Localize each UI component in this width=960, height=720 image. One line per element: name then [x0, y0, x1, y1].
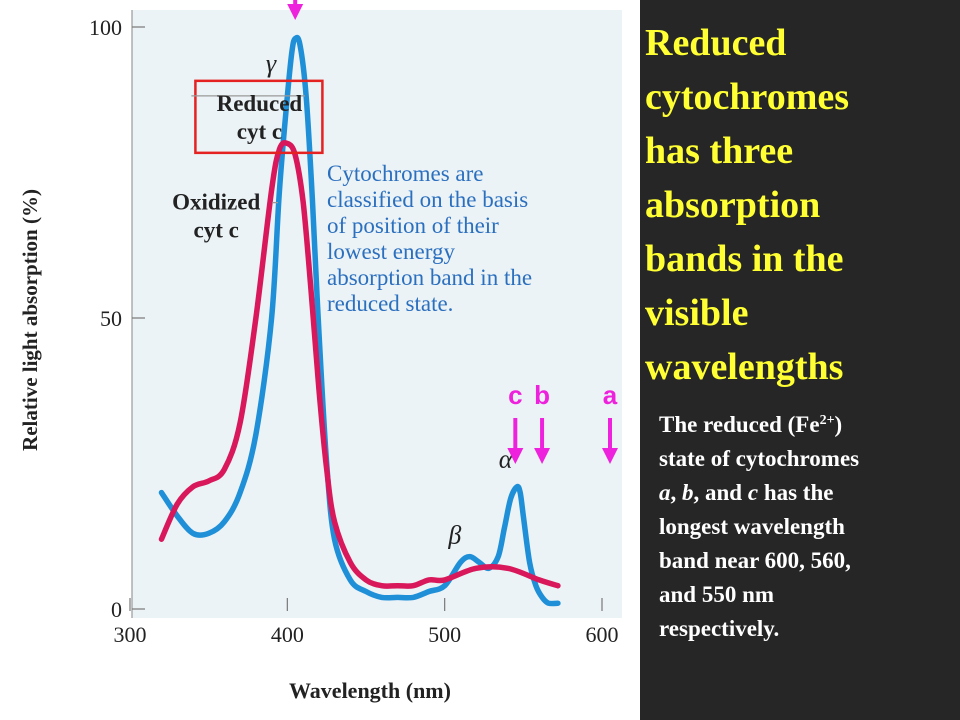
band-c-arrow-head [507, 448, 524, 464]
heading-line: bands in the [645, 238, 844, 280]
heading-line: wavelengths [645, 346, 844, 388]
band-c-label: c [508, 380, 522, 410]
description-fragment: , [670, 480, 682, 505]
y-tick-label: 50 [100, 306, 122, 331]
reduced-label-highlight-box [194, 79, 324, 155]
band-b-label: b [534, 380, 550, 410]
description-fragment: has the [758, 480, 834, 505]
gamma-label: γ [266, 49, 277, 78]
reduced-label-line2: cyt c [237, 119, 282, 144]
charge-superscript: 2+ [819, 413, 835, 428]
gamma-peak-arrow [287, 0, 304, 20]
note-line: lowest energy [327, 239, 455, 264]
band-a-arrow [602, 418, 618, 464]
cyt-c-label: c [747, 480, 759, 505]
classification-note: Cytochromes are classified on the basis … [327, 161, 627, 317]
note-line: Cytochromes are [327, 161, 484, 186]
oxidized-label: Oxidized [172, 190, 260, 215]
gamma-peak-arrow-head [287, 4, 304, 20]
band-a-arrow-head [602, 448, 618, 464]
heading-line: visible [645, 292, 749, 334]
note-line: reduced state. [327, 291, 454, 316]
reduced-cyt-c-line [158, 34, 561, 607]
heading-line: absorption [645, 184, 821, 226]
note-line: of position of their [327, 213, 499, 238]
cyt-b-label: b [682, 480, 694, 505]
y-tick-label: 100 [89, 15, 122, 40]
reduced-label: Reduced [217, 91, 303, 116]
description-line: and 550 nm [659, 582, 775, 607]
band-b-arrow-head [534, 448, 551, 464]
x-tick-label: 600 [586, 622, 619, 647]
band-a-label: a [603, 380, 618, 410]
description-fragment: ) [834, 412, 843, 437]
text-panel [640, 0, 960, 720]
beta-label: β [447, 520, 461, 549]
heading-line: Reduced [645, 22, 787, 64]
note-line: classified on the basis [327, 187, 529, 212]
y-tick-label: 0 [111, 597, 122, 622]
x-axis-label: Wavelength (nm) [289, 678, 451, 703]
cyt-a-label: a [659, 480, 671, 505]
description-line: band near 600, 560, [659, 548, 851, 573]
note-line: absorption band in the [327, 265, 533, 290]
x-tick-label: 400 [271, 622, 304, 647]
oxidized-label-line2: cyt c [194, 218, 239, 243]
y-axis-label: Relative light absorption (%) [18, 189, 42, 451]
oxidized-cyt-c-line [158, 140, 561, 589]
heading-line: cytochromes [645, 76, 850, 118]
band-b-arrow [534, 418, 551, 464]
plot-area-background [132, 10, 622, 618]
description-line: The reduced (Fe2+) [659, 408, 949, 442]
description-line: a, b, and c has the [659, 476, 949, 510]
description-line: respectively. [659, 616, 780, 641]
band-c-arrow [507, 418, 524, 464]
heading-line: has three [645, 130, 794, 172]
description-line: longest wavelength [659, 514, 845, 539]
description-fragment: The reduced (Fe [659, 412, 820, 437]
description-fragment: , and [693, 480, 748, 505]
x-tick-label: 300 [114, 622, 147, 647]
x-tick-label: 500 [428, 622, 461, 647]
description-text: The reduced (Fe2+) state of cytochromes … [659, 408, 949, 646]
slide-heading: Reduced cytochromes has three absorption… [645, 16, 955, 394]
description-line: state of cytochromes [659, 446, 860, 471]
